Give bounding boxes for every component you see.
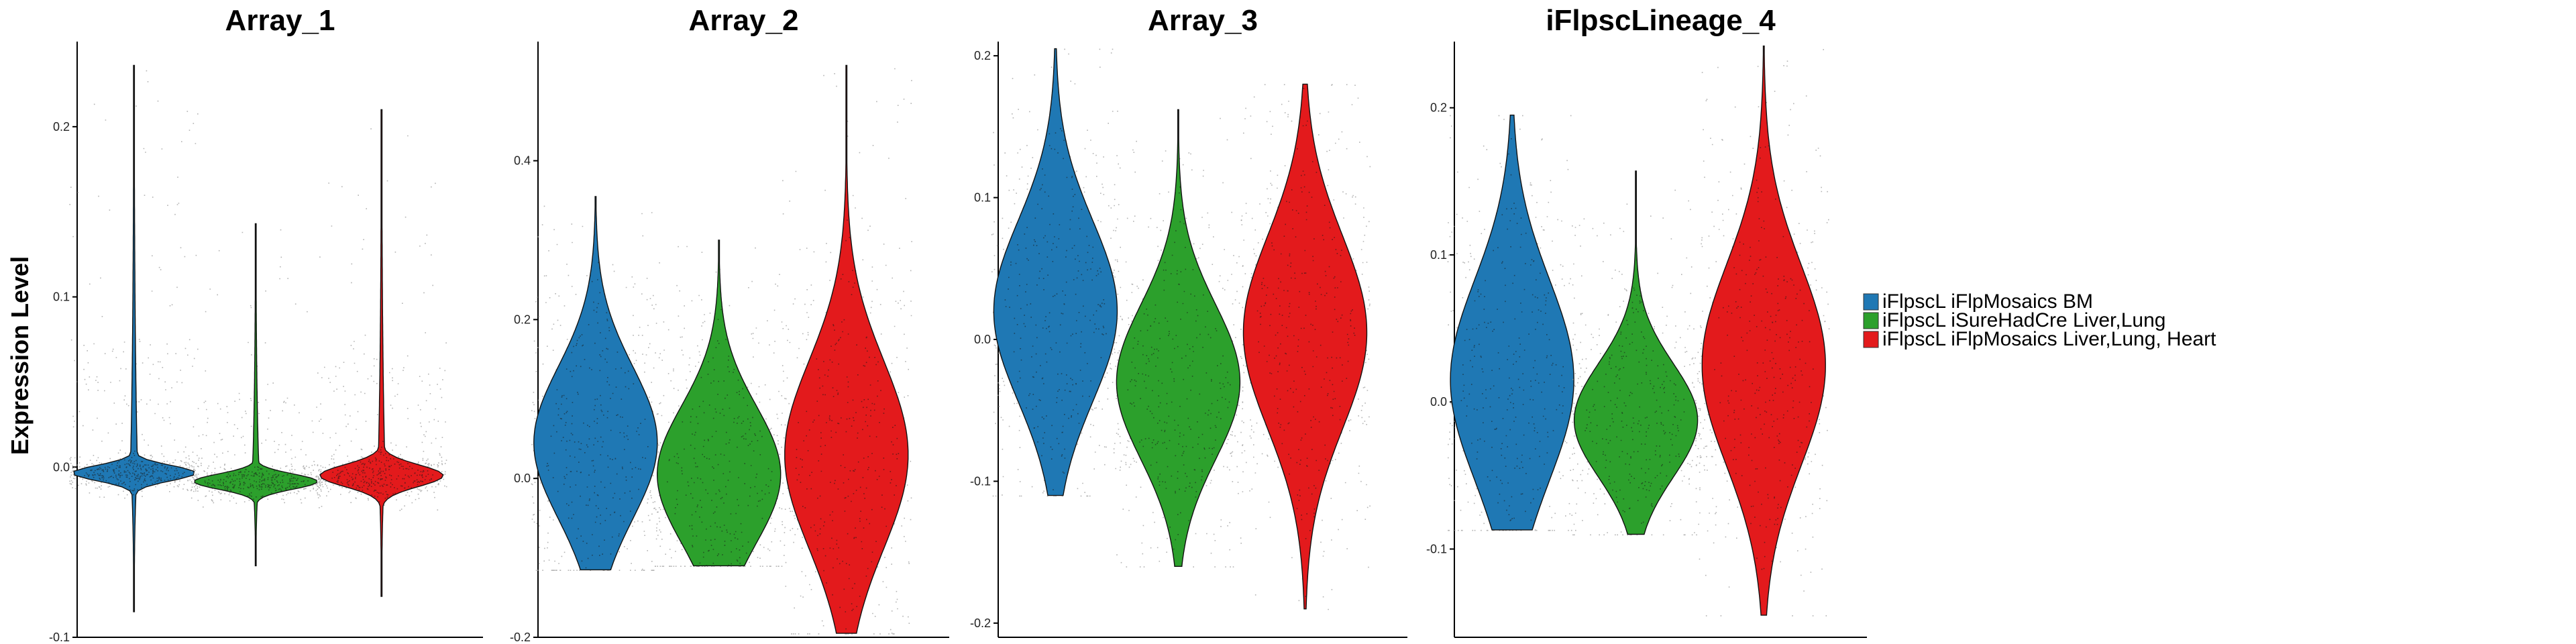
violin-panel: Array_2 -0.2 0.0 0.2 0.4: [510, 4, 949, 644]
violin-panel: iFlpscLineage_4 -0.1 0.0 0.1 0.2: [1426, 4, 1867, 638]
y-tick-label: -0.2: [510, 631, 531, 644]
violin-panel: Array_3 -0.2 -0.1 0.0 0.1 0.2: [970, 4, 1407, 638]
violin-shape: [73, 64, 195, 612]
legend-label: iFlpscL iFlpMosaics Liver,Lung, Heart: [1882, 328, 2216, 350]
y-tick-label: 0.0: [1430, 395, 1447, 409]
legend-swatch: [1863, 312, 1879, 329]
violin-inner-points: [204, 466, 309, 500]
y-axis-label: Expression Level: [6, 256, 34, 455]
y-tick-label: -0.1: [1426, 542, 1447, 555]
panels-group: Array_1 -0.1 0.0 0.1 0.2 Array_2 -0.2 0.0 0.2 0.4…: [49, 4, 1867, 644]
panel-title: Array_3: [1148, 4, 1258, 37]
violin-shape: [1573, 170, 1699, 535]
y-tick-label: 0.2: [53, 120, 70, 133]
panel-title: Array_2: [689, 4, 799, 37]
y-tick-label: -0.1: [970, 474, 991, 488]
violin-shape: [784, 64, 909, 634]
y-tick-label: 0.1: [53, 290, 70, 304]
panel-title: Array_1: [225, 4, 335, 37]
y-tick-label: 0.1: [974, 191, 991, 205]
violin-shape: [1242, 83, 1368, 610]
legend-swatch: [1863, 331, 1879, 348]
y-tick-label: 0.2: [1430, 101, 1447, 115]
violin-shape: [319, 109, 444, 597]
legend-swatch: [1863, 293, 1879, 311]
y-tick-label: -0.2: [970, 616, 991, 630]
y-tick-label: 0.2: [974, 49, 991, 62]
violin-shape: [1116, 109, 1241, 567]
violin-shape: [657, 239, 782, 567]
y-tick-label: 0.0: [53, 460, 70, 474]
violin-shape: [993, 48, 1118, 496]
violin-shape: [194, 223, 317, 567]
y-tick-label: 0.4: [514, 154, 531, 168]
y-tick-label: 0.0: [974, 333, 991, 346]
violin-inner-points: [546, 262, 649, 569]
violin-shape: [1701, 45, 1826, 616]
y-tick-label: -0.1: [49, 631, 70, 644]
y-tick-label: 0.2: [514, 313, 531, 326]
violin-panel: Array_1 -0.1 0.0 0.1 0.2: [49, 4, 483, 644]
panel-title: iFlpscLineage_4: [1546, 4, 1776, 37]
violin-shape: [1450, 114, 1574, 531]
legend-label: iFlpscL iFlpMosaics BM: [1882, 290, 2093, 313]
legend-label: iFlpscL iSureHadCre Liver,Lung: [1882, 309, 2165, 331]
y-tick-label: 0.1: [1430, 248, 1447, 262]
y-tick-label: 0.0: [514, 472, 531, 485]
violin-shape: [533, 196, 658, 571]
